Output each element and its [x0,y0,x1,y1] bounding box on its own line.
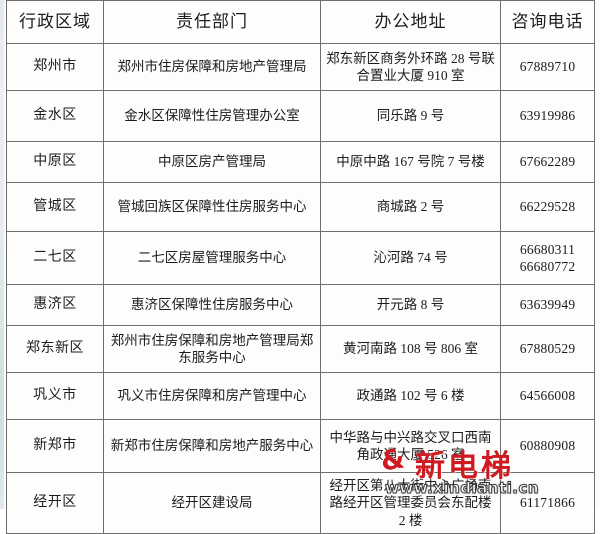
cell-area: 管城区 [6,182,104,232]
table-header: 行政区域 责任部门 办公地址 咨询电话 [6,0,595,44]
cell-area: 惠济区 [6,284,104,326]
cell-phone: 66680311 66680772 [500,231,595,285]
cell-phone: 67889710 [500,43,595,91]
cell-address: 商城路 2 号 [320,182,501,232]
cell-area: 中原区 [6,141,104,183]
cell-area: 金水区 [6,90,104,142]
column-header-address: 办公地址 [320,0,501,44]
table-row: 郑州市 郑州市住房保障和房地产管理局 郑东新区商务外环路 28 号联合置业大厦 … [6,43,595,91]
table-header-row: 行政区域 责任部门 办公地址 咨询电话 [6,0,595,44]
cell-address: 中华路与中兴路交叉口西南角政通大厦 526 室 [320,419,501,473]
cell-dept: 中原区房产管理局 [103,141,321,183]
table-row: 中原区 中原区房产管理局 中原中路 167 号院 7 号楼 67662289 [6,141,595,183]
cell-address: 黄河南路 108 号 806 室 [320,325,501,373]
column-header-phone: 咨询电话 [500,0,595,44]
table-row: 金水区 金水区保障性住房管理办公室 同乐路 9 号 63919986 [6,90,595,142]
cell-address: 沁河路 74 号 [320,231,501,285]
column-header-dept: 责任部门 [103,0,321,44]
cell-dept: 郑州市住房保障和房地产管理局 [103,43,321,91]
cell-dept: 巩义市住房保障和房产管理中心 [103,372,321,420]
cell-phone: 66229528 [500,182,595,232]
cell-address: 中原中路 167 号院 7 号楼 [320,141,501,183]
cell-address: 同乐路 9 号 [320,90,501,142]
cell-phone: 61171866 [500,472,595,534]
table-row: 巩义市 巩义市住房保障和房产管理中心 政通路 102 号 6 楼 6456600… [6,372,595,420]
cell-dept: 二七区房屋管理服务中心 [103,231,321,285]
cell-dept: 管城回族区保障性住房服务中心 [103,182,321,232]
table-row: 新郑市 新郑市住房保障和房地产服务中心 中华路与中兴路交叉口西南角政通大厦 52… [6,419,595,473]
cell-area: 郑州市 [6,43,104,91]
cell-dept: 新郑市住房保障和房地产服务中心 [103,419,321,473]
cell-area: 新郑市 [6,419,104,473]
cell-address: 开元路 8 号 [320,284,501,326]
cell-phone: 63639949 [500,284,595,326]
cell-area: 经开区 [6,472,104,534]
cell-phone: 64566008 [500,372,595,420]
cell-phone: 67880529 [500,325,595,373]
table-row: 经开区 经开区建设局 经开区第八大街中心广场南路经开区管理委员会东配楼 2 楼 … [6,472,595,534]
cell-dept: 经开区建设局 [103,472,321,534]
housing-authority-table: 行政区域 责任部门 办公地址 咨询电话 郑州市 郑州市住房保障和房地产管理局 郑… [6,0,595,534]
cell-dept: 金水区保障性住房管理办公室 [103,90,321,142]
cell-address: 郑东新区商务外环路 28 号联合置业大厦 910 室 [320,43,501,91]
table-row: 管城区 管城回族区保障性住房服务中心 商城路 2 号 66229528 [6,182,595,232]
table-body: 郑州市 郑州市住房保障和房地产管理局 郑东新区商务外环路 28 号联合置业大厦 … [6,43,595,534]
cell-phone: 60880908 [500,419,595,473]
column-header-area: 行政区域 [6,0,104,44]
cell-area: 二七区 [6,231,104,285]
cell-address: 经开区第八大街中心广场南路经开区管理委员会东配楼 2 楼 [320,472,501,534]
cell-area: 巩义市 [6,372,104,420]
table-row: 二七区 二七区房屋管理服务中心 沁河路 74 号 66680311 6668077… [6,231,595,285]
cell-phone: 67662289 [500,141,595,183]
cell-area: 郑东新区 [6,325,104,373]
cell-phone: 63919986 [500,90,595,142]
table-row: 郑东新区 郑州市住房保障和房地产管理局郑东服务中心 黄河南路 108 号 806… [6,325,595,373]
table-row: 惠济区 惠济区保障性住房服务中心 开元路 8 号 63639949 [6,284,595,326]
cell-dept: 郑州市住房保障和房地产管理局郑东服务中心 [103,325,321,373]
cell-dept: 惠济区保障性住房服务中心 [103,284,321,326]
cell-address: 政通路 102 号 6 楼 [320,372,501,420]
page-left-edge [0,0,4,509]
